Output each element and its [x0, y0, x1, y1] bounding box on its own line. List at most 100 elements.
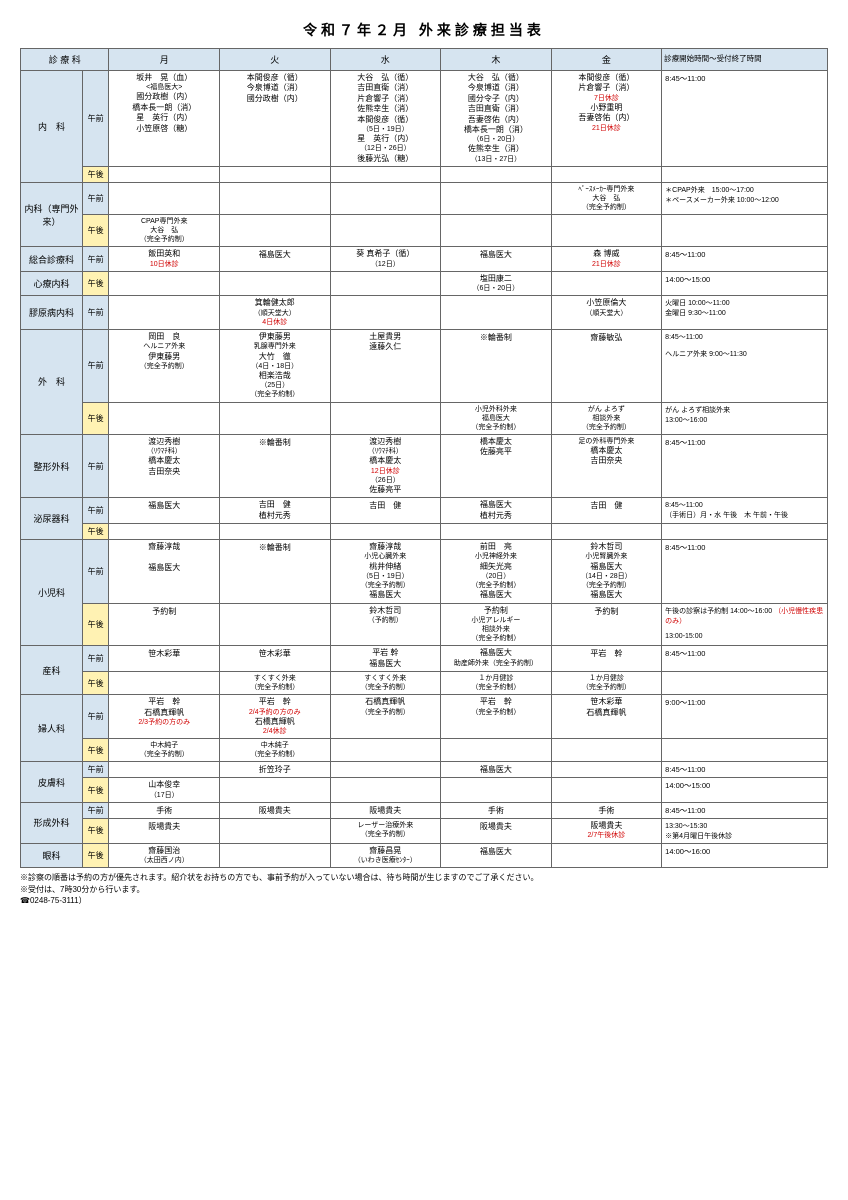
hinyoki-fri: 吉田 健 — [551, 498, 662, 524]
sogo-tue: 福島医大 — [219, 247, 330, 271]
naika-senmon-note: ＊CPAP外来 15:00～17:00 ＊ペースメーカー外来 10:00～12:… — [662, 182, 828, 214]
keisei-am-wed: 阪場貴夫 — [330, 802, 441, 818]
seikei-fri: 足の外科専門外来 橋本慶太 吉田奈央 — [551, 434, 662, 497]
shonika-am-fri: 鈴木哲司 小児腎臓外来 福島医大 （14日・28日） （完全予約制） 福島医大 — [551, 540, 662, 603]
shonika-am-thu: 前田 亮 小児神経外来 細矢光亮 （20日） （完全予約制） 福島医大 — [441, 540, 552, 603]
dept-naika-senmon: 内科（専門外来） — [21, 182, 83, 247]
sanka-pm-thu: １か月健診 （完全予約制） — [441, 672, 552, 695]
seikei-note: 8:45～11:00 — [662, 434, 828, 497]
dept-hinyoki: 泌尿器科 — [21, 498, 83, 540]
naika-mon: 坂井 晃（血） <福島医大> 國分政樹（内） 橋本長一朗（消） 星 英行（内） … — [109, 71, 220, 167]
hinyoki-thu: 福島医大 植村元秀 — [441, 498, 552, 524]
header-note: 診療開始時間～受付終了時間 — [662, 49, 828, 71]
schedule-table: 診 療 科 月 火 水 木 金 診療開始時間～受付終了時間 内 科 午前 坂井 … — [20, 48, 828, 868]
shonika-pm-wed: 鈴木哲司 （予約制） — [330, 603, 441, 646]
naika-pm: 午後 — [82, 166, 109, 182]
naika-note: 8:45～11:00 — [662, 71, 828, 167]
keisei-pm-fri: 阪場貴夫 2/7午後休診 — [551, 818, 662, 843]
hifuka-am-thu: 福島医大 — [441, 762, 552, 778]
shonika-am-mon: 齋藤淳哉 福島医大 — [109, 540, 220, 603]
fujinka-am-fri: 笹木彩華 石橋真輝帆 — [551, 695, 662, 739]
keisei-pm-wed: レーザー治療外来 （完全予約制） — [330, 818, 441, 843]
sanka-am-tue: 笹木彩華 — [219, 646, 330, 672]
keisei-am-note: 8:45～11:00 — [662, 802, 828, 818]
footer: ※診察の順番は予約の方が優先されます。紹介状をお持ちの方でも、事前予約が入ってい… — [20, 872, 828, 906]
geka-am-fri: 齋藤敏弘 — [551, 330, 662, 403]
dept-sogo: 総合診療科 — [21, 247, 83, 271]
fujinka-pm-tue: 中木純子 （完全予約制） — [219, 739, 330, 762]
shonika-pm-note: 午後の診察は予約制 14:00～16:00 （小児慢性疾患のみ） 13:00-1… — [662, 603, 828, 646]
sanka-am-note: 8:45～11:00 — [662, 646, 828, 672]
sanka-pm-wed: すくすく外来 （完全予約制） — [330, 672, 441, 695]
sanka-am-thu: 福島医大 助産師外来（完全予約制） — [441, 646, 552, 672]
fujinka-am-tue: 平岩 幹 2/4予約の方のみ 石橋真輝帆 2/4休診 — [219, 695, 330, 739]
sogo-wed: 葵 真希子（循） （12日） — [330, 247, 441, 271]
sanka-am-wed: 平岩 幹 福島医大 — [330, 646, 441, 672]
header-dept: 診 療 科 — [21, 49, 109, 71]
hifuka-am-tue: 折笠玲子 — [219, 762, 330, 778]
geka-pm-note: がん よろず相談外来 13:00～16:00 — [662, 402, 828, 434]
dept-seikei: 整形外科 — [21, 434, 83, 497]
footer-line1: ※診察の順番は予約の方が優先されます。紹介状をお持ちの方でも、事前予約が入ってい… — [20, 872, 828, 883]
geka-pm-thu: 小児外科外来 福島医大 （完全予約制） — [441, 402, 552, 434]
shonika-pm-mon: 予約制 — [109, 603, 220, 646]
shinryo-thu: 塩田康二 （6日・20日） — [441, 271, 552, 295]
seikei-thu: 橋本慶太 佐藤亮平 — [441, 434, 552, 497]
shonika-pm-fri: 予約制 — [551, 603, 662, 646]
kogen-tue: 箕輪健太郎 （順天堂大） 4日休診 — [219, 296, 330, 330]
seikei-tue: ※輪番制 — [219, 434, 330, 497]
shonika-am-tue: ※輪番制 — [219, 540, 330, 603]
ganka-note: 14:00～16:00 — [662, 843, 828, 867]
footer-tel: ☎0248-75-3111） — [20, 895, 828, 906]
shonika-pm-thu: 予約制 小児アレルギー 相談外来 （完全予約制） — [441, 603, 552, 646]
keisei-am-mon: 手術 — [109, 802, 220, 818]
dept-ganka: 眼科 — [21, 843, 83, 867]
dept-shonika: 小児科 — [21, 540, 83, 646]
naika-tue: 本間俊彦（循） 今泉博道（消） 國分政樹（内） — [219, 71, 330, 167]
keisei-am-tue: 阪場貴夫 — [219, 802, 330, 818]
naika-wed: 大谷 弘（循） 吉田直衛（消） 片倉響子（消） 佐熊幸生（消） 本間俊彦（循） … — [330, 71, 441, 167]
naika-senmon-fri: ﾍﾟｰｽﾒｰｶｰ専門外来 大谷 弘 （完全予約制） — [551, 182, 662, 214]
fujinka-am-note: 9:00～11:00 — [662, 695, 828, 739]
hifuka-pm-note: 14:00～15:00 — [662, 778, 828, 802]
hinyoki-note: 8:45～11:00 （手術日）月・水 午後 木 午前・午後 — [662, 498, 828, 524]
keisei-pm-note: 13:30～15:30 ※第4月曜日午後休診 — [662, 818, 828, 843]
kogen-fri: 小笠原倫大 （順天堂大） — [551, 296, 662, 330]
seikei-mon: 渡辺秀樹 （ﾘｳﾏﾁ科） 橋本慶太 吉田奈央 — [109, 434, 220, 497]
shonika-am-wed: 齋藤淳哉 小児心臓外来 桃井伸緒 （5日・19日） （完全予約制） 福島医大 — [330, 540, 441, 603]
header-mon: 月 — [109, 49, 220, 71]
dept-keisei: 形成外科 — [21, 802, 83, 843]
geka-am-wed: 土屋貴男 遠藤久仁 — [330, 330, 441, 403]
page-title: 令和７年２月 外来診療担当表 — [20, 20, 828, 40]
fujinka-am-thu: 平岩 幹 （完全予約制） — [441, 695, 552, 739]
ganka-wed: 齋藤昌晃 （いわき医療ｾﾝﾀｰ） — [330, 843, 441, 867]
keisei-pm-mon: 阪場貴夫 — [109, 818, 220, 843]
hifuka-am-note: 8:45～11:00 — [662, 762, 828, 778]
geka-pm-fri: がん よろず 相談外来 （完全予約制） — [551, 402, 662, 434]
dept-naika: 内 科 — [21, 71, 83, 183]
sogo-thu: 福島医大 — [441, 247, 552, 271]
keisei-am-thu: 手術 — [441, 802, 552, 818]
naika-senmon-pm-mon: CPAP専門外来 大谷 弘 （完全予約制） — [109, 215, 220, 247]
sanka-am-mon: 笹木彩華 — [109, 646, 220, 672]
sanka-am-fri: 平岩 幹 — [551, 646, 662, 672]
ganka-mon: 齋藤国治 （太田西ノ内） — [109, 843, 220, 867]
header-tue: 火 — [219, 49, 330, 71]
geka-am-thu: ※輪番制 — [441, 330, 552, 403]
hinyoki-tue: 吉田 健 植村元秀 — [219, 498, 330, 524]
header-wed: 水 — [330, 49, 441, 71]
shonika-am-note: 8:45～11:00 — [662, 540, 828, 603]
footer-line2: ※受付は、7時30分から行います。 — [20, 884, 828, 895]
header-row: 診 療 科 月 火 水 木 金 診療開始時間～受付終了時間 — [21, 49, 828, 71]
sogo-fri: 森 博威 21日休診 — [551, 247, 662, 271]
dept-hifuka: 皮膚科 — [21, 762, 83, 802]
geka-am-tue: 伊東藤男 乳腺専門外来 大竹 徹 （4日・18日） 相楽浩哉 （25日） （完全… — [219, 330, 330, 403]
fujinka-am-mon: 平岩 幹 石橋真輝帆 2/3予約の方のみ — [109, 695, 220, 739]
dept-fujinka: 婦人科 — [21, 695, 83, 762]
shinryo-note: 14:00～15:00 — [662, 271, 828, 295]
geka-am-note: 8:45～11:00 ヘルニア外来 9:00～11:30 — [662, 330, 828, 403]
fujinka-am-wed: 石橋真輝帆 （完全予約制） — [330, 695, 441, 739]
fujinka-pm-mon: 中木純子 （完全予約制） — [109, 739, 220, 762]
header-fri: 金 — [551, 49, 662, 71]
naika-am: 午前 — [82, 71, 109, 167]
